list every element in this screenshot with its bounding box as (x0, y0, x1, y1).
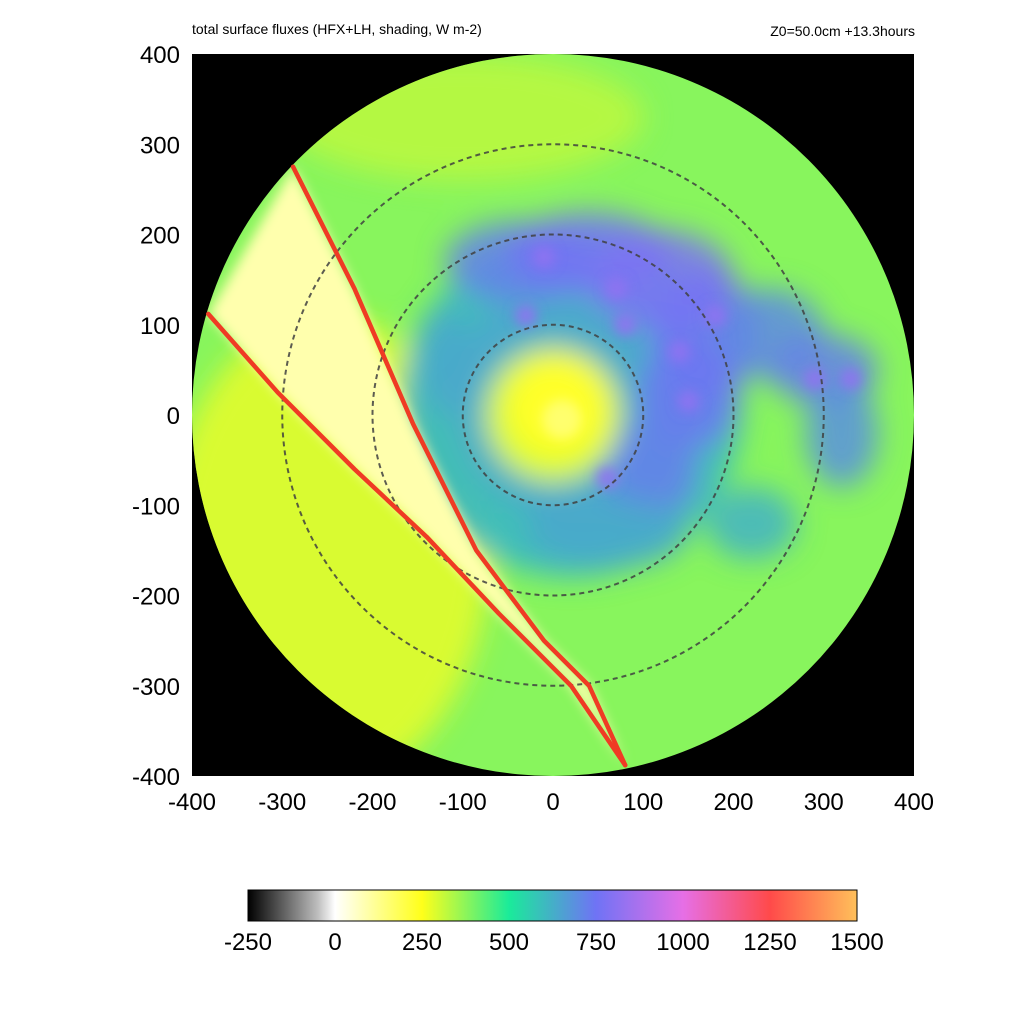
colorbar-tick-label: 0 (328, 929, 341, 956)
y-tick-label: -400 (132, 764, 180, 791)
x-tick-label: 200 (713, 789, 753, 816)
y-tick-label: 200 (140, 223, 180, 250)
y-axis: 400 300 200 100 0 -100 -200 -300 -400 (132, 42, 180, 791)
flux-maximum (803, 368, 826, 390)
y-tick-label: -200 (132, 584, 180, 611)
x-tick-label: 400 (894, 789, 934, 816)
wedge-outer-edge (290, 164, 628, 768)
flux-maximum (839, 368, 862, 390)
wedge-boundaries (205, 164, 628, 768)
x-tick-label: -400 (168, 789, 216, 816)
colorbar-ticks: -250 0 250 500 750 1000 1250 1500 (224, 929, 884, 956)
colorbar-tick-label: 250 (402, 929, 442, 956)
chart-title: total surface fluxes (HFX+LH, shading, W… (192, 21, 482, 37)
flux-maximum (515, 304, 537, 327)
flux-field (192, 54, 914, 776)
x-tick-label: 300 (804, 789, 844, 816)
flux-maximum (668, 340, 691, 363)
colorbar-tick-label: -250 (224, 929, 272, 956)
colorbar-tick-label: 1250 (743, 929, 796, 956)
rainband-region (805, 378, 878, 488)
rainband-region (417, 306, 472, 415)
range-ring (461, 323, 645, 507)
x-tick-label: -200 (348, 789, 396, 816)
y-tick-label: 100 (140, 313, 180, 340)
cold-wake-wedge (208, 166, 626, 766)
wedge-inner-edge (205, 311, 628, 768)
chart-annotation: Z0=50.0cm +13.3hours (770, 23, 915, 39)
rainband-region (525, 496, 689, 569)
colorbar-tick-label: 500 (489, 929, 529, 956)
colorbar-tick-label: 1500 (830, 929, 883, 956)
flux-maximum (605, 277, 628, 300)
flux-maximum (704, 304, 727, 327)
x-tick-label: 0 (546, 789, 559, 816)
y-tick-label: -300 (132, 674, 180, 701)
flux-maximum (596, 467, 618, 490)
x-tick-label: 100 (623, 789, 663, 816)
y-tick-label: 0 (167, 403, 180, 430)
range-ring (281, 143, 825, 687)
colorbar (247, 889, 858, 922)
colorbar-tick-label: 1000 (656, 929, 709, 956)
flux-maximum (614, 313, 637, 336)
rainband-region (706, 487, 797, 560)
eye-minimum (542, 399, 582, 440)
range-ring (371, 233, 735, 597)
x-tick-label: -100 (439, 789, 487, 816)
rainband-region (607, 419, 698, 519)
x-axis: -400 -300 -200 -100 0 100 200 300 400 (168, 789, 934, 816)
flux-maximum (677, 390, 700, 413)
y-tick-label: 300 (140, 132, 180, 159)
y-tick-label: -100 (132, 493, 180, 520)
flux-maximum (533, 246, 555, 268)
range-rings (281, 143, 825, 687)
x-tick-label: -300 (258, 789, 306, 816)
y-tick-label: 400 (140, 42, 180, 69)
colorbar-tick-label: 750 (576, 929, 616, 956)
